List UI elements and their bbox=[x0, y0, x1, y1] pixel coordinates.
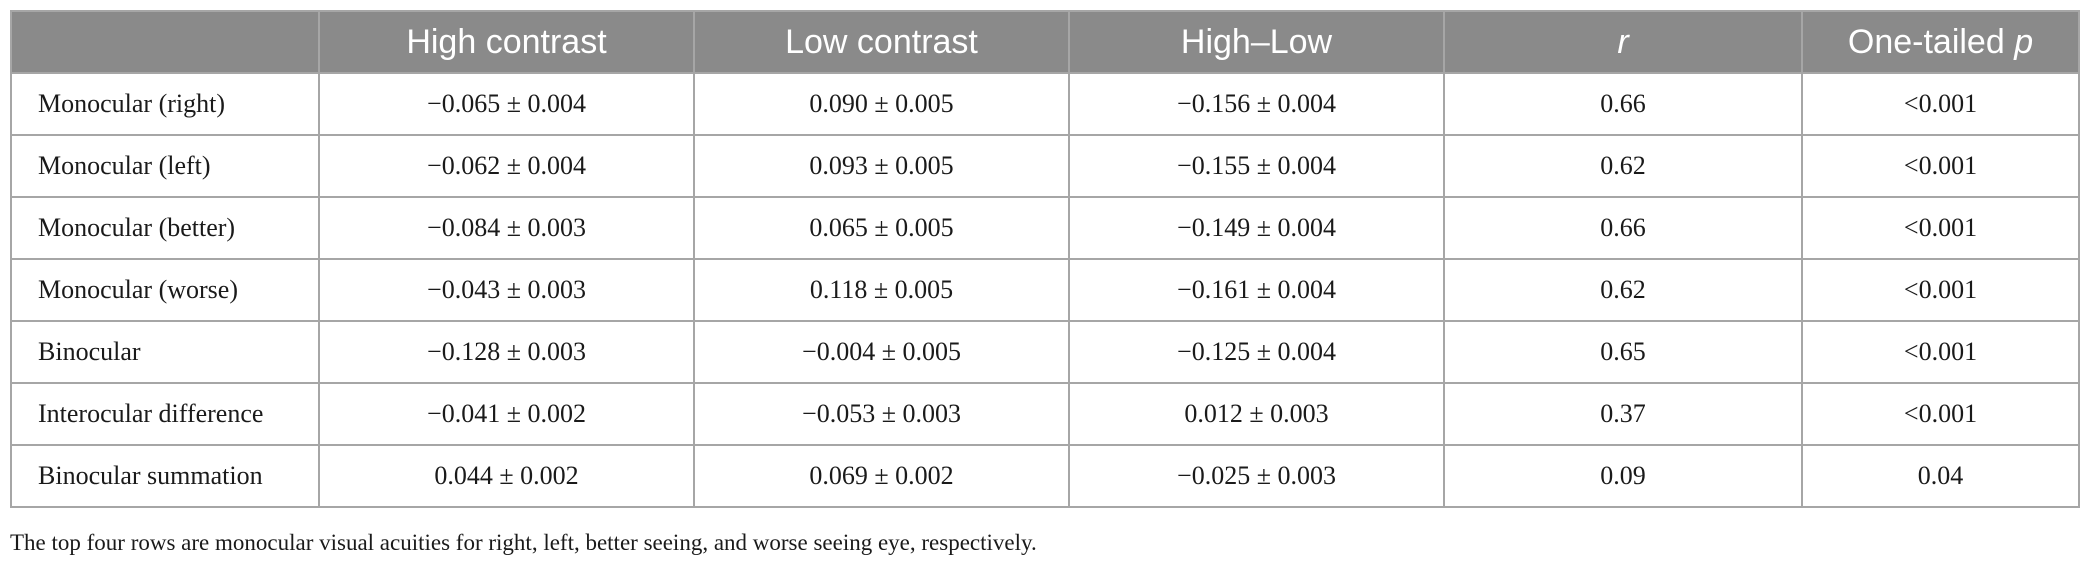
cell-row-label: Monocular (left) bbox=[10, 134, 320, 198]
header-cell-high-contrast: High contrast bbox=[318, 10, 695, 74]
table-row: Binocular summation 0.044 ± 0.002 0.069 ± … bbox=[10, 444, 2080, 508]
cell-low-contrast: −0.004 ± 0.005 bbox=[693, 320, 1070, 384]
cell-one-tailed-p: <0.001 bbox=[1801, 72, 2080, 136]
cell-high-low: −0.149 ± 0.004 bbox=[1068, 196, 1445, 260]
cell-row-label: Binocular summation bbox=[10, 444, 320, 508]
header-cell-high-low: High–Low bbox=[1068, 10, 1445, 74]
results-table: High contrast Low contrast High–Low r On… bbox=[10, 10, 2080, 508]
cell-high-contrast: 0.044 ± 0.002 bbox=[318, 444, 695, 508]
header-cell-one-tailed-p: One-tailed p bbox=[1801, 10, 2080, 74]
header-p-label: One-tailed p bbox=[1847, 22, 2034, 61]
cell-high-contrast: −0.043 ± 0.003 bbox=[318, 258, 695, 322]
cell-r: 0.62 bbox=[1443, 258, 1803, 322]
cell-one-tailed-p: <0.001 bbox=[1801, 258, 2080, 322]
cell-one-tailed-p: <0.001 bbox=[1801, 320, 2080, 384]
cell-low-contrast: −0.053 ± 0.003 bbox=[693, 382, 1070, 446]
cell-high-low: −0.156 ± 0.004 bbox=[1068, 72, 1445, 136]
cell-high-low: 0.012 ± 0.003 bbox=[1068, 382, 1445, 446]
header-r-label: r bbox=[1617, 22, 1629, 61]
cell-r: 0.37 bbox=[1443, 382, 1803, 446]
cell-row-label: Binocular bbox=[10, 320, 320, 384]
cell-high-low: −0.161 ± 0.004 bbox=[1068, 258, 1445, 322]
cell-low-contrast: 0.093 ± 0.005 bbox=[693, 134, 1070, 198]
cell-low-contrast: 0.118 ± 0.005 bbox=[693, 258, 1070, 322]
cell-one-tailed-p: <0.001 bbox=[1801, 382, 2080, 446]
cell-high-low: −0.025 ± 0.003 bbox=[1068, 444, 1445, 508]
cell-r: 0.62 bbox=[1443, 134, 1803, 198]
cell-high-contrast: −0.128 ± 0.003 bbox=[318, 320, 695, 384]
table-footnote: The top four rows are monocular visual a… bbox=[10, 530, 1037, 555]
table-row: Monocular (worse) −0.043 ± 0.003 0.118 ± 0… bbox=[10, 258, 2080, 322]
header-cell-r: r bbox=[1443, 10, 1803, 74]
cell-high-contrast: −0.084 ± 0.003 bbox=[318, 196, 695, 260]
table-body: Monocular (right) −0.065 ± 0.004 0.090 ± 0… bbox=[10, 72, 2080, 508]
cell-r: 0.66 bbox=[1443, 72, 1803, 136]
table-row: Monocular (better) −0.084 ± 0.003 0.065 ± … bbox=[10, 196, 2080, 260]
cell-r: 0.09 bbox=[1443, 444, 1803, 508]
cell-high-low: −0.155 ± 0.004 bbox=[1068, 134, 1445, 198]
cell-one-tailed-p: <0.001 bbox=[1801, 134, 2080, 198]
header-cell-corner bbox=[10, 10, 320, 74]
cell-row-label: Interocular difference bbox=[10, 382, 320, 446]
cell-high-contrast: −0.065 ± 0.004 bbox=[318, 72, 695, 136]
cell-r: 0.66 bbox=[1443, 196, 1803, 260]
table-row: Interocular difference −0.041 ± 0.002 −0.0… bbox=[10, 382, 2080, 446]
cell-one-tailed-p: 0.04 bbox=[1801, 444, 2080, 508]
table-row: Binocular −0.128 ± 0.003 −0.004 ± 0.005 −0.… bbox=[10, 320, 2080, 384]
cell-high-low: −0.125 ± 0.004 bbox=[1068, 320, 1445, 384]
header-cell-low-contrast: Low contrast bbox=[693, 10, 1070, 74]
cell-r: 0.65 bbox=[1443, 320, 1803, 384]
cell-row-label: Monocular (worse) bbox=[10, 258, 320, 322]
cell-low-contrast: 0.069 ± 0.002 bbox=[693, 444, 1070, 508]
cell-one-tailed-p: <0.001 bbox=[1801, 196, 2080, 260]
cell-high-contrast: −0.041 ± 0.002 bbox=[318, 382, 695, 446]
cell-low-contrast: 0.090 ± 0.005 bbox=[693, 72, 1070, 136]
table-row: Monocular (left) −0.062 ± 0.004 0.093 ± 0.… bbox=[10, 134, 2080, 198]
cell-row-label: Monocular (right) bbox=[10, 72, 320, 136]
cell-high-contrast: −0.062 ± 0.004 bbox=[318, 134, 695, 198]
table-row: Monocular (right) −0.065 ± 0.004 0.090 ± 0… bbox=[10, 72, 2080, 136]
results-table-container: High contrast Low contrast High–Low r On… bbox=[10, 10, 2080, 508]
cell-low-contrast: 0.065 ± 0.005 bbox=[693, 196, 1070, 260]
table-header-row: High contrast Low contrast High–Low r On… bbox=[10, 10, 2080, 74]
cell-row-label: Monocular (better) bbox=[10, 196, 320, 260]
